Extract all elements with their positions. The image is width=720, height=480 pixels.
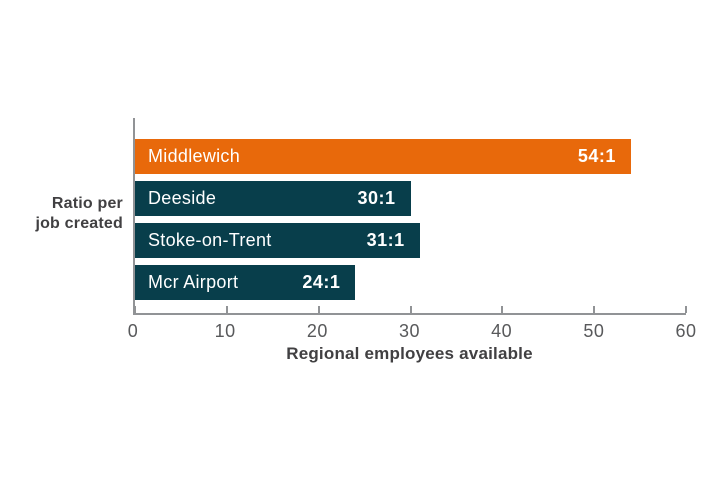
x-axis-tick (501, 306, 504, 313)
x-axis-tick-label: 40 (491, 321, 513, 341)
x-axis-tick (685, 306, 687, 313)
x-axis-tick-label: 0 (127, 321, 139, 341)
bar-mcr-airport: Mcr Airport 24:1 (135, 265, 356, 300)
bar-value-label: 31:1 (366, 230, 405, 250)
x-axis-tick-label: 10 (214, 321, 236, 341)
bar-category-label: Mcr Airport (148, 272, 239, 292)
bar-category-label: Stoke-on-Trent (148, 230, 272, 250)
bar-middlewich: Middlewich 54:1 (135, 139, 631, 174)
bar-value-label: 54:1 (577, 146, 616, 166)
x-axis-tick-label: 20 (306, 321, 328, 341)
bar-category-label: Deeside (148, 188, 217, 208)
x-axis-tick (134, 306, 136, 313)
bar-value-label: 24:1 (302, 272, 341, 292)
x-axis-tick-label: 50 (583, 321, 605, 341)
x-axis-title: Regional employees available (286, 344, 533, 363)
y-axis-title-line2: job created (35, 215, 123, 232)
x-axis-tick-labels: 0 10 20 30 40 50 60 (128, 321, 696, 343)
bar-stoke-on-trent: Stoke-on-Trent 31:1 (135, 223, 420, 258)
plot-area: Middlewich 54:1 Deeside 30:1 Stoke-on-Trent 3… (133, 118, 687, 315)
x-axis-tick (317, 306, 320, 313)
x-axis-tick (225, 306, 228, 313)
x-axis-tick (593, 306, 596, 313)
bar-category-label: Middlewich (148, 146, 241, 166)
x-axis-tick (409, 306, 412, 313)
bar-value-label: 30:1 (357, 188, 396, 208)
y-axis-title: Ratio per job created (0, 194, 123, 234)
x-axis-tick-label: 30 (398, 321, 421, 341)
y-axis-title-line1: Ratio per (51, 195, 123, 212)
x-axis-tick-label: 60 (675, 321, 697, 341)
bar-deeside: Deeside 30:1 (135, 181, 411, 216)
